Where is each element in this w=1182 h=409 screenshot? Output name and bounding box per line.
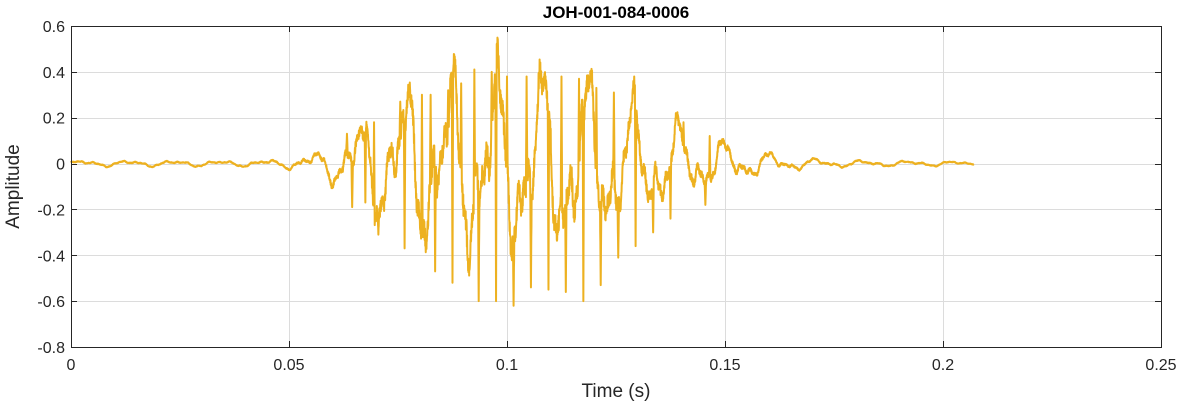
x-axis-label: Time (s) xyxy=(582,381,651,402)
axes-box xyxy=(71,26,1162,348)
x-tick-label: 0.1 xyxy=(496,357,518,374)
waveform-line xyxy=(70,36,975,307)
series-layer xyxy=(70,36,975,307)
y-tick-label: 0.2 xyxy=(43,111,65,128)
ticks: 0 0.05 0.1 0.15 0.2 0.25 -0.8 -0.6 -0.4 -0.2 0 0.2 0… xyxy=(37,19,1176,374)
grid xyxy=(71,26,1161,347)
y-tick-label: 0.6 xyxy=(43,19,65,36)
y-tick-label: -0.8 xyxy=(37,340,65,357)
y-tick-label: -0.6 xyxy=(37,294,65,311)
x-tick-label: 0.25 xyxy=(1145,357,1176,374)
y-tick-label: -0.4 xyxy=(37,248,65,265)
chart-title: JOH-001-084-0006 xyxy=(543,3,689,22)
x-tick-label: 0.15 xyxy=(709,357,740,374)
x-tick-label: 0.2 xyxy=(932,357,954,374)
x-tick-label: 0 xyxy=(67,357,76,374)
x-tick-label: 0.05 xyxy=(273,357,304,374)
y-tick-label: -0.2 xyxy=(37,202,65,219)
y-tick-label: 0.4 xyxy=(43,65,65,82)
y-tick-label: 0 xyxy=(56,157,65,174)
y-axis-label: Amplitude xyxy=(3,144,24,229)
